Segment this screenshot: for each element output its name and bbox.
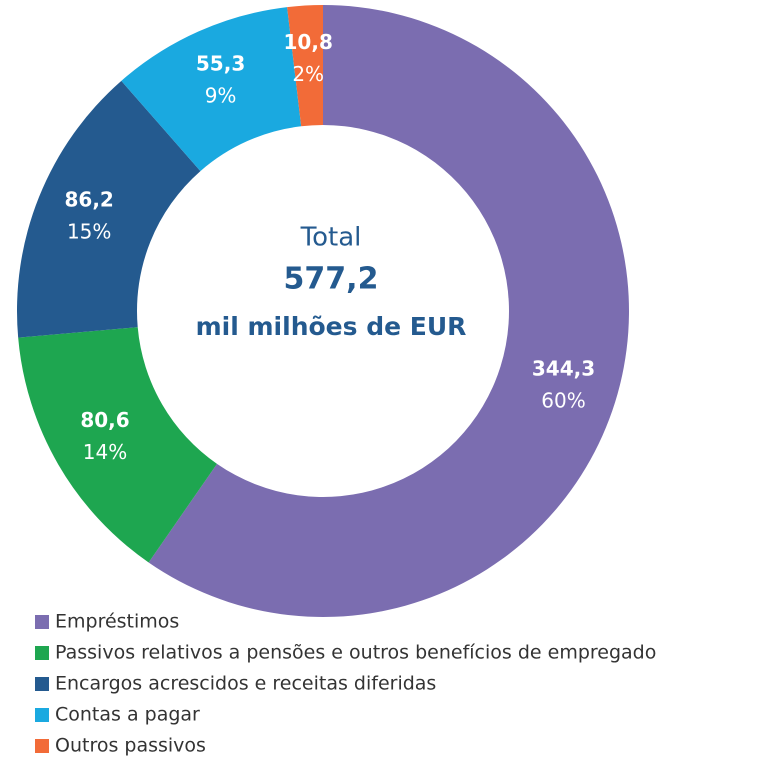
donut-slice <box>121 7 302 172</box>
center-label: 577,2 <box>284 262 379 297</box>
donut-slice <box>287 5 323 127</box>
legend-label: Outros passivos <box>55 735 206 757</box>
share-label: 14% <box>83 440 127 464</box>
legend-label: Contas a pagar <box>55 704 200 726</box>
donut-slice <box>148 5 629 617</box>
value-label: 344,3 <box>532 357 595 381</box>
value-label: 86,2 <box>64 188 113 212</box>
legend-swatch <box>35 708 49 722</box>
donut-slice <box>17 80 201 338</box>
share-label: 15% <box>67 220 111 244</box>
legend-swatch <box>35 615 49 629</box>
center-label: Total <box>300 223 362 253</box>
legend-label: Empréstimos <box>55 611 179 633</box>
legend-label: Encargos acrescidos e receitas diferidas <box>55 673 436 695</box>
value-label: 80,6 <box>80 408 129 432</box>
legend-swatch <box>35 739 49 753</box>
share-label: 60% <box>541 389 585 413</box>
value-label: 55,3 <box>196 51 245 75</box>
legend-label: Passivos relativos a pensões e outros be… <box>55 642 656 664</box>
value-label: 10,8 <box>284 30 333 54</box>
donut-slice <box>18 327 218 563</box>
share-label: 2% <box>292 62 324 86</box>
legend-swatch <box>35 677 49 691</box>
share-label: 9% <box>205 83 237 107</box>
center-label: mil milhões de EUR <box>196 312 467 341</box>
legend-swatch <box>35 646 49 660</box>
